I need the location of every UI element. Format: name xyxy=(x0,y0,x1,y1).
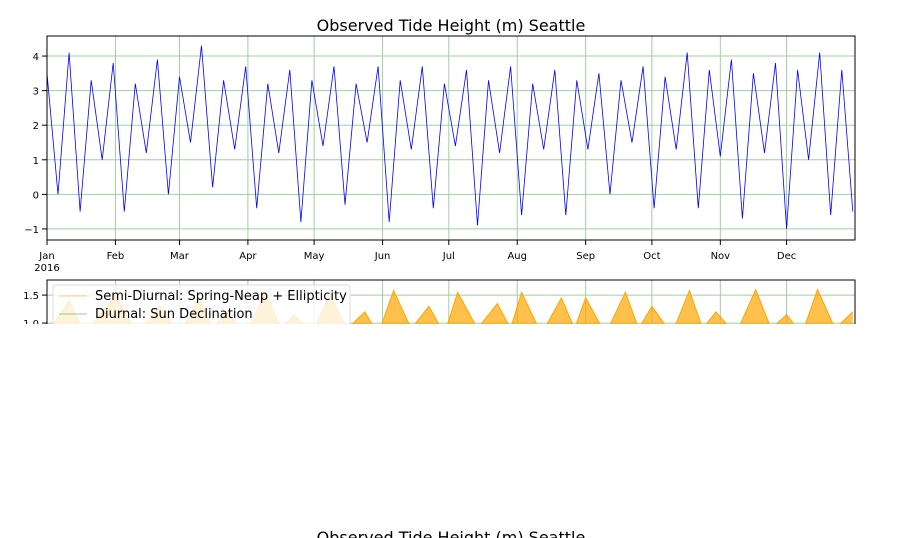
x-tick-label: May xyxy=(304,251,325,262)
x-tick-label: Apr xyxy=(239,251,257,262)
y-tick-label: 3 xyxy=(33,87,39,98)
x-tick-label: Jul xyxy=(442,251,455,262)
y-tick-label: 1 xyxy=(33,156,39,167)
x-tick-label: Oct xyxy=(643,251,660,262)
x-tick-label: Aug xyxy=(507,251,527,262)
tide-line xyxy=(46,45,854,229)
x-tick-label: Nov xyxy=(711,251,731,262)
blank-area xyxy=(0,324,900,538)
y-tick-label: 2 xyxy=(33,121,39,132)
y-tick-label: 0 xyxy=(33,190,39,201)
x-tick-label: Jun xyxy=(374,251,391,262)
x-tick-label: Feb xyxy=(107,251,125,262)
year-label: 2016 xyxy=(34,263,59,274)
y-tick-label: −1 xyxy=(24,225,39,236)
legend-label: Semi-Diurnal: Spring-Neap + Ellipticity xyxy=(95,289,347,304)
axes-frame xyxy=(46,35,856,241)
y-tick-label: 4 xyxy=(33,52,39,63)
chart-title: Observed Tide Height (m) Seattle xyxy=(317,16,586,35)
x-tick-label: Jan xyxy=(38,251,54,262)
chart-title: Observed Tide Height (m) Seattle xyxy=(317,528,586,538)
y-tick-label: 1.5 xyxy=(23,291,39,302)
x-tick-label: Dec xyxy=(777,251,796,262)
legend-label: Diurnal: Sun Declination xyxy=(95,307,253,322)
x-tick-label: Sep xyxy=(576,251,595,262)
x-tick-label: Mar xyxy=(170,251,190,262)
